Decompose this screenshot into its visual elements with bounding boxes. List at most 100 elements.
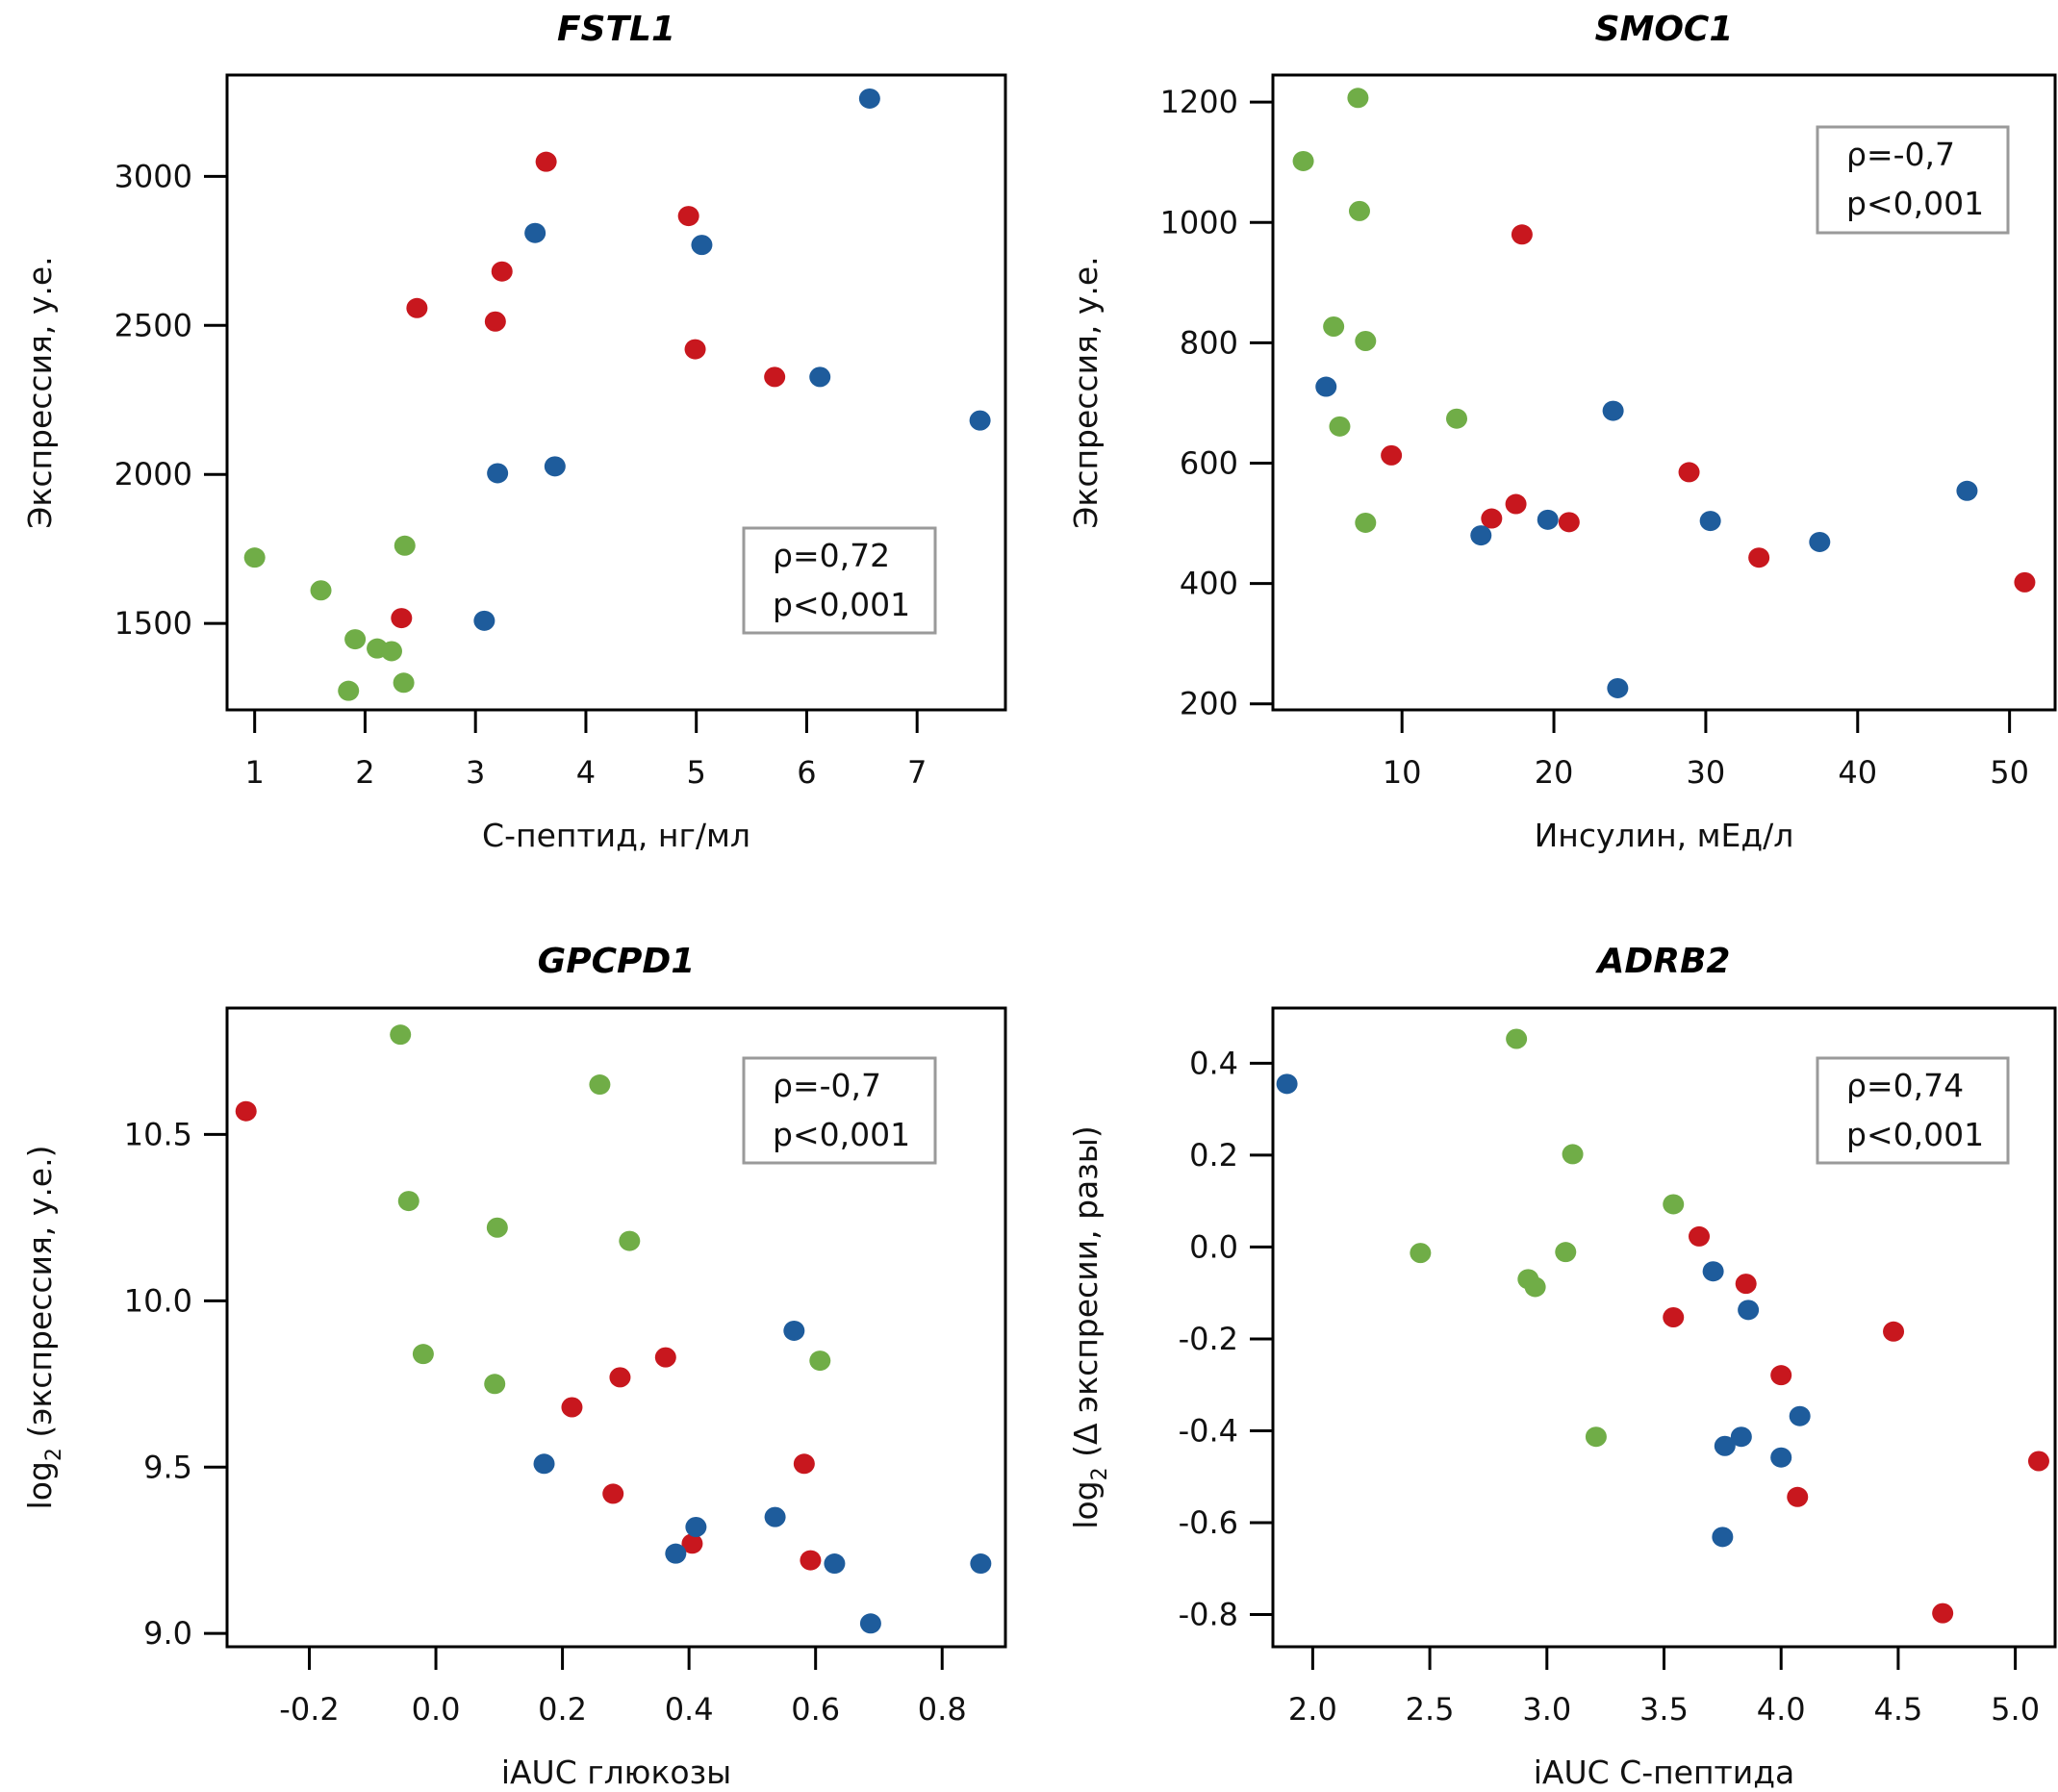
series-blue (1276, 1073, 1811, 1548)
data-point-green (412, 1344, 434, 1365)
data-point-blue (859, 1613, 881, 1634)
data-point-red (406, 297, 428, 318)
stats-p: p<0,001 (1846, 1116, 1984, 1153)
y-tick-label: 0.0 (1189, 1228, 1238, 1265)
data-point-red (1770, 1365, 1792, 1386)
y-tick-label: 400 (1180, 566, 1238, 602)
stats-box (742, 526, 937, 635)
x-tick-label: 0.0 (412, 1691, 461, 1728)
data-point-blue (764, 1506, 786, 1527)
data-point-green (1555, 1242, 1577, 1263)
data-point-blue (1470, 525, 1492, 546)
data-point-blue (1699, 511, 1721, 532)
data-point-red (1663, 1306, 1685, 1327)
data-point-red (1883, 1321, 1905, 1342)
data-point-blue (1956, 480, 1978, 501)
data-point-blue (685, 1517, 707, 1537)
data-point-red (677, 206, 699, 227)
x-axis-label: iAUC глюкозы (501, 1754, 731, 1791)
y-label-log: log (21, 1461, 59, 1509)
data-point-red (1511, 224, 1533, 245)
data-point-green (344, 629, 367, 650)
data-point-green (589, 1074, 611, 1096)
chart-title: ADRB2 (1595, 942, 1731, 981)
data-point-blue (824, 1553, 846, 1575)
data-point-green (1329, 416, 1351, 437)
data-point-red (2027, 1451, 2049, 1472)
x-tick-label: 6 (797, 754, 816, 791)
x-tick-label: 4.5 (1873, 1691, 1922, 1728)
data-point-red (609, 1367, 631, 1388)
data-point-red (800, 1550, 822, 1571)
x-tick-label: 2 (355, 754, 374, 791)
chart-title: FSTL1 (557, 10, 675, 49)
x-axis-label: С-пептид, нг/мл (482, 817, 750, 854)
x-tick-label: 50 (1990, 754, 2029, 791)
stats-box (742, 1056, 937, 1165)
data-point-green (310, 580, 332, 601)
data-point-red (1678, 462, 1700, 483)
x-tick-label: 0.4 (665, 1691, 714, 1728)
data-point-red (491, 261, 513, 282)
chart-title: SMOC1 (1595, 10, 1734, 49)
plot-frame (225, 73, 1007, 712)
x-tick-label: 30 (1687, 754, 1726, 791)
data-point-red (793, 1453, 815, 1475)
data-point-blue (665, 1543, 687, 1564)
y-tick-label: 9.5 (143, 1449, 192, 1485)
data-point-blue (783, 1320, 805, 1341)
y-tick-label: -0.2 (1179, 1321, 1238, 1357)
data-point-green (1292, 150, 1314, 171)
data-point-red (561, 1397, 583, 1418)
x-tick-label: 2.5 (1406, 1691, 1455, 1728)
y-tick-label: -0.8 (1179, 1597, 1238, 1633)
y-label-subscript: 2 (42, 1448, 66, 1461)
x-tick-label: 5 (687, 754, 706, 791)
y-axis-label: Экспрессия, у.е. (21, 256, 59, 528)
x-tick-label: 1 (245, 754, 265, 791)
data-point-red (1505, 493, 1527, 515)
plot-frame (1271, 73, 2057, 712)
data-point-green (394, 535, 416, 556)
data-point-green (1355, 512, 1377, 533)
data-point-blue (691, 235, 713, 256)
data-point-green (1663, 1194, 1685, 1215)
data-point-green (380, 641, 402, 662)
y-tick-label: 1200 (1160, 84, 1238, 120)
data-point-blue (1712, 1527, 1734, 1548)
x-axis-label: iAUC С-пептида (1534, 1754, 1795, 1791)
data-point-red (684, 339, 706, 360)
series-blue (533, 1320, 992, 1634)
data-point-blue (858, 88, 880, 109)
data-point-red (1748, 547, 1770, 568)
y-tick-label: 1500 (114, 605, 192, 642)
data-point-green (1348, 200, 1370, 221)
y-label-text: (экспрессия, у.е.) (21, 1146, 59, 1449)
stats-rho: ρ=-0,7 (1846, 136, 1955, 173)
panel-gpcpd1: GPCPD1 iAUC глюкозы log2 (экспрессия, у.… (21, 942, 1007, 1791)
data-point-blue (1770, 1447, 1792, 1468)
x-tick-label: 3.0 (1522, 1691, 1571, 1728)
y-tick-label: 0.2 (1189, 1137, 1238, 1174)
data-point-blue (809, 366, 831, 388)
data-point-red (1932, 1603, 1954, 1624)
data-point-green (484, 1374, 506, 1395)
y-tick-label: 0.4 (1189, 1045, 1238, 1081)
data-point-red (1787, 1486, 1809, 1507)
stats-rho: ρ=0,74 (1846, 1067, 1964, 1104)
data-point-blue (1537, 509, 1559, 530)
panel-smoc1: SMOC1 Инсулин, мЕд/л Экспрессия, у.е. ρ=… (1067, 10, 2057, 854)
series-red (235, 1100, 822, 1571)
y-label-subscript: 2 (1088, 1467, 1112, 1480)
data-point-blue (544, 456, 566, 477)
stats-box (1816, 125, 2010, 235)
y-tick-label: 200 (1180, 686, 1238, 722)
x-tick-label: 4.0 (1757, 1691, 1806, 1728)
x-tick-label: 0.2 (538, 1691, 587, 1728)
series-green (1292, 88, 1468, 533)
data-point-blue (1714, 1435, 1736, 1456)
y-tick-label: 1000 (1160, 204, 1238, 240)
data-point-blue (1809, 531, 1831, 552)
x-tick-label: 3.5 (1639, 1691, 1689, 1728)
